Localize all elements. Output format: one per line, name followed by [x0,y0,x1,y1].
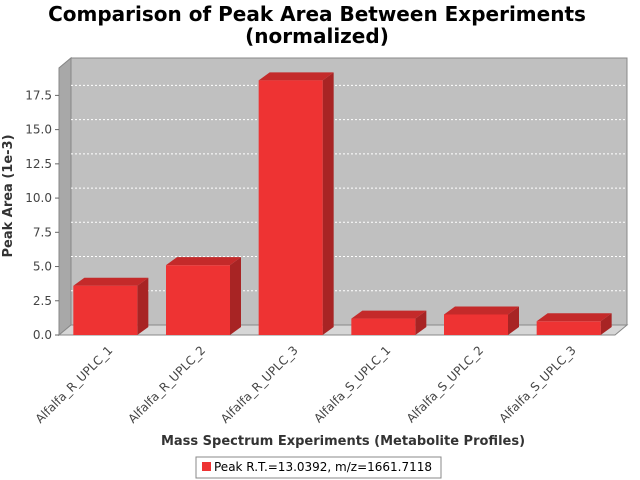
bar-side [230,257,241,335]
bar-side [137,277,149,335]
bar-front [536,321,601,335]
plot-left-wall [58,56,72,337]
bar-top [351,310,427,319]
x-tick-label: Alfalfa_R_UPLC_3 [218,343,301,426]
x-tick-label: Alfalfa_S_UPLC_2 [404,343,486,425]
bar-side [600,313,612,335]
chart-subtitle: (normalized) [245,24,389,48]
bar [351,310,427,335]
bar-front [73,285,138,335]
y-tick-label: 5.0 [33,260,52,274]
x-tick-label: Alfalfa_S_UPLC_3 [496,343,578,425]
bar-top [444,306,519,315]
legend-label: Peak R.T.=13.0392, m/z=1661.7118 [214,460,432,474]
bar-front [258,80,323,335]
bar-front [351,318,416,335]
bar [73,277,149,335]
bar-side [415,310,427,335]
y-axis-title: Peak Area (1e-3) [1,134,16,257]
bar-top [73,277,149,286]
y-tick-label: 2.5 [33,294,52,308]
bar [536,313,612,335]
bar [258,72,334,336]
bar-side [508,306,519,335]
x-tick-label: Alfalfa_R_UPLC_1 [33,343,116,426]
y-axis-ticks: 0.0 2.5 5.0 7.5 10.0 12.5 15.0 17.5 [25,88,59,342]
bar-top [166,257,241,266]
bar-side [322,72,334,336]
x-tick-label: Alfalfa_S_UPLC_1 [311,343,393,425]
legend: Peak R.T.=13.0392, m/z=1661.7118 [195,456,442,479]
y-tick-label: 15.0 [25,123,52,137]
bar-front [444,314,508,335]
x-tick-label: Alfalfa_R_UPLC_2 [125,343,208,426]
bar [444,306,519,335]
y-tick-label: 7.5 [33,225,52,239]
bar-top [536,313,612,322]
bar [166,257,241,335]
x-axis-ticks: Alfalfa_R_UPLC_1 Alfalfa_R_UPLC_2 Alfalfa_… [33,343,579,426]
y-tick-label: 0.0 [33,328,52,342]
y-tick-label: 12.5 [25,157,52,171]
x-axis-title: Mass Spectrum Experiments (Metabolite Pr… [161,434,525,449]
legend-swatch [202,462,211,471]
y-tick-label: 10.0 [25,191,52,205]
legend-box [195,456,442,479]
bar-front [166,265,230,335]
bars [73,72,612,336]
bar-top [258,72,334,81]
chart-title: Comparison of Peak Area Between Experime… [48,2,586,26]
y-tick-label: 17.5 [25,88,52,102]
gridlines [71,84,627,292]
